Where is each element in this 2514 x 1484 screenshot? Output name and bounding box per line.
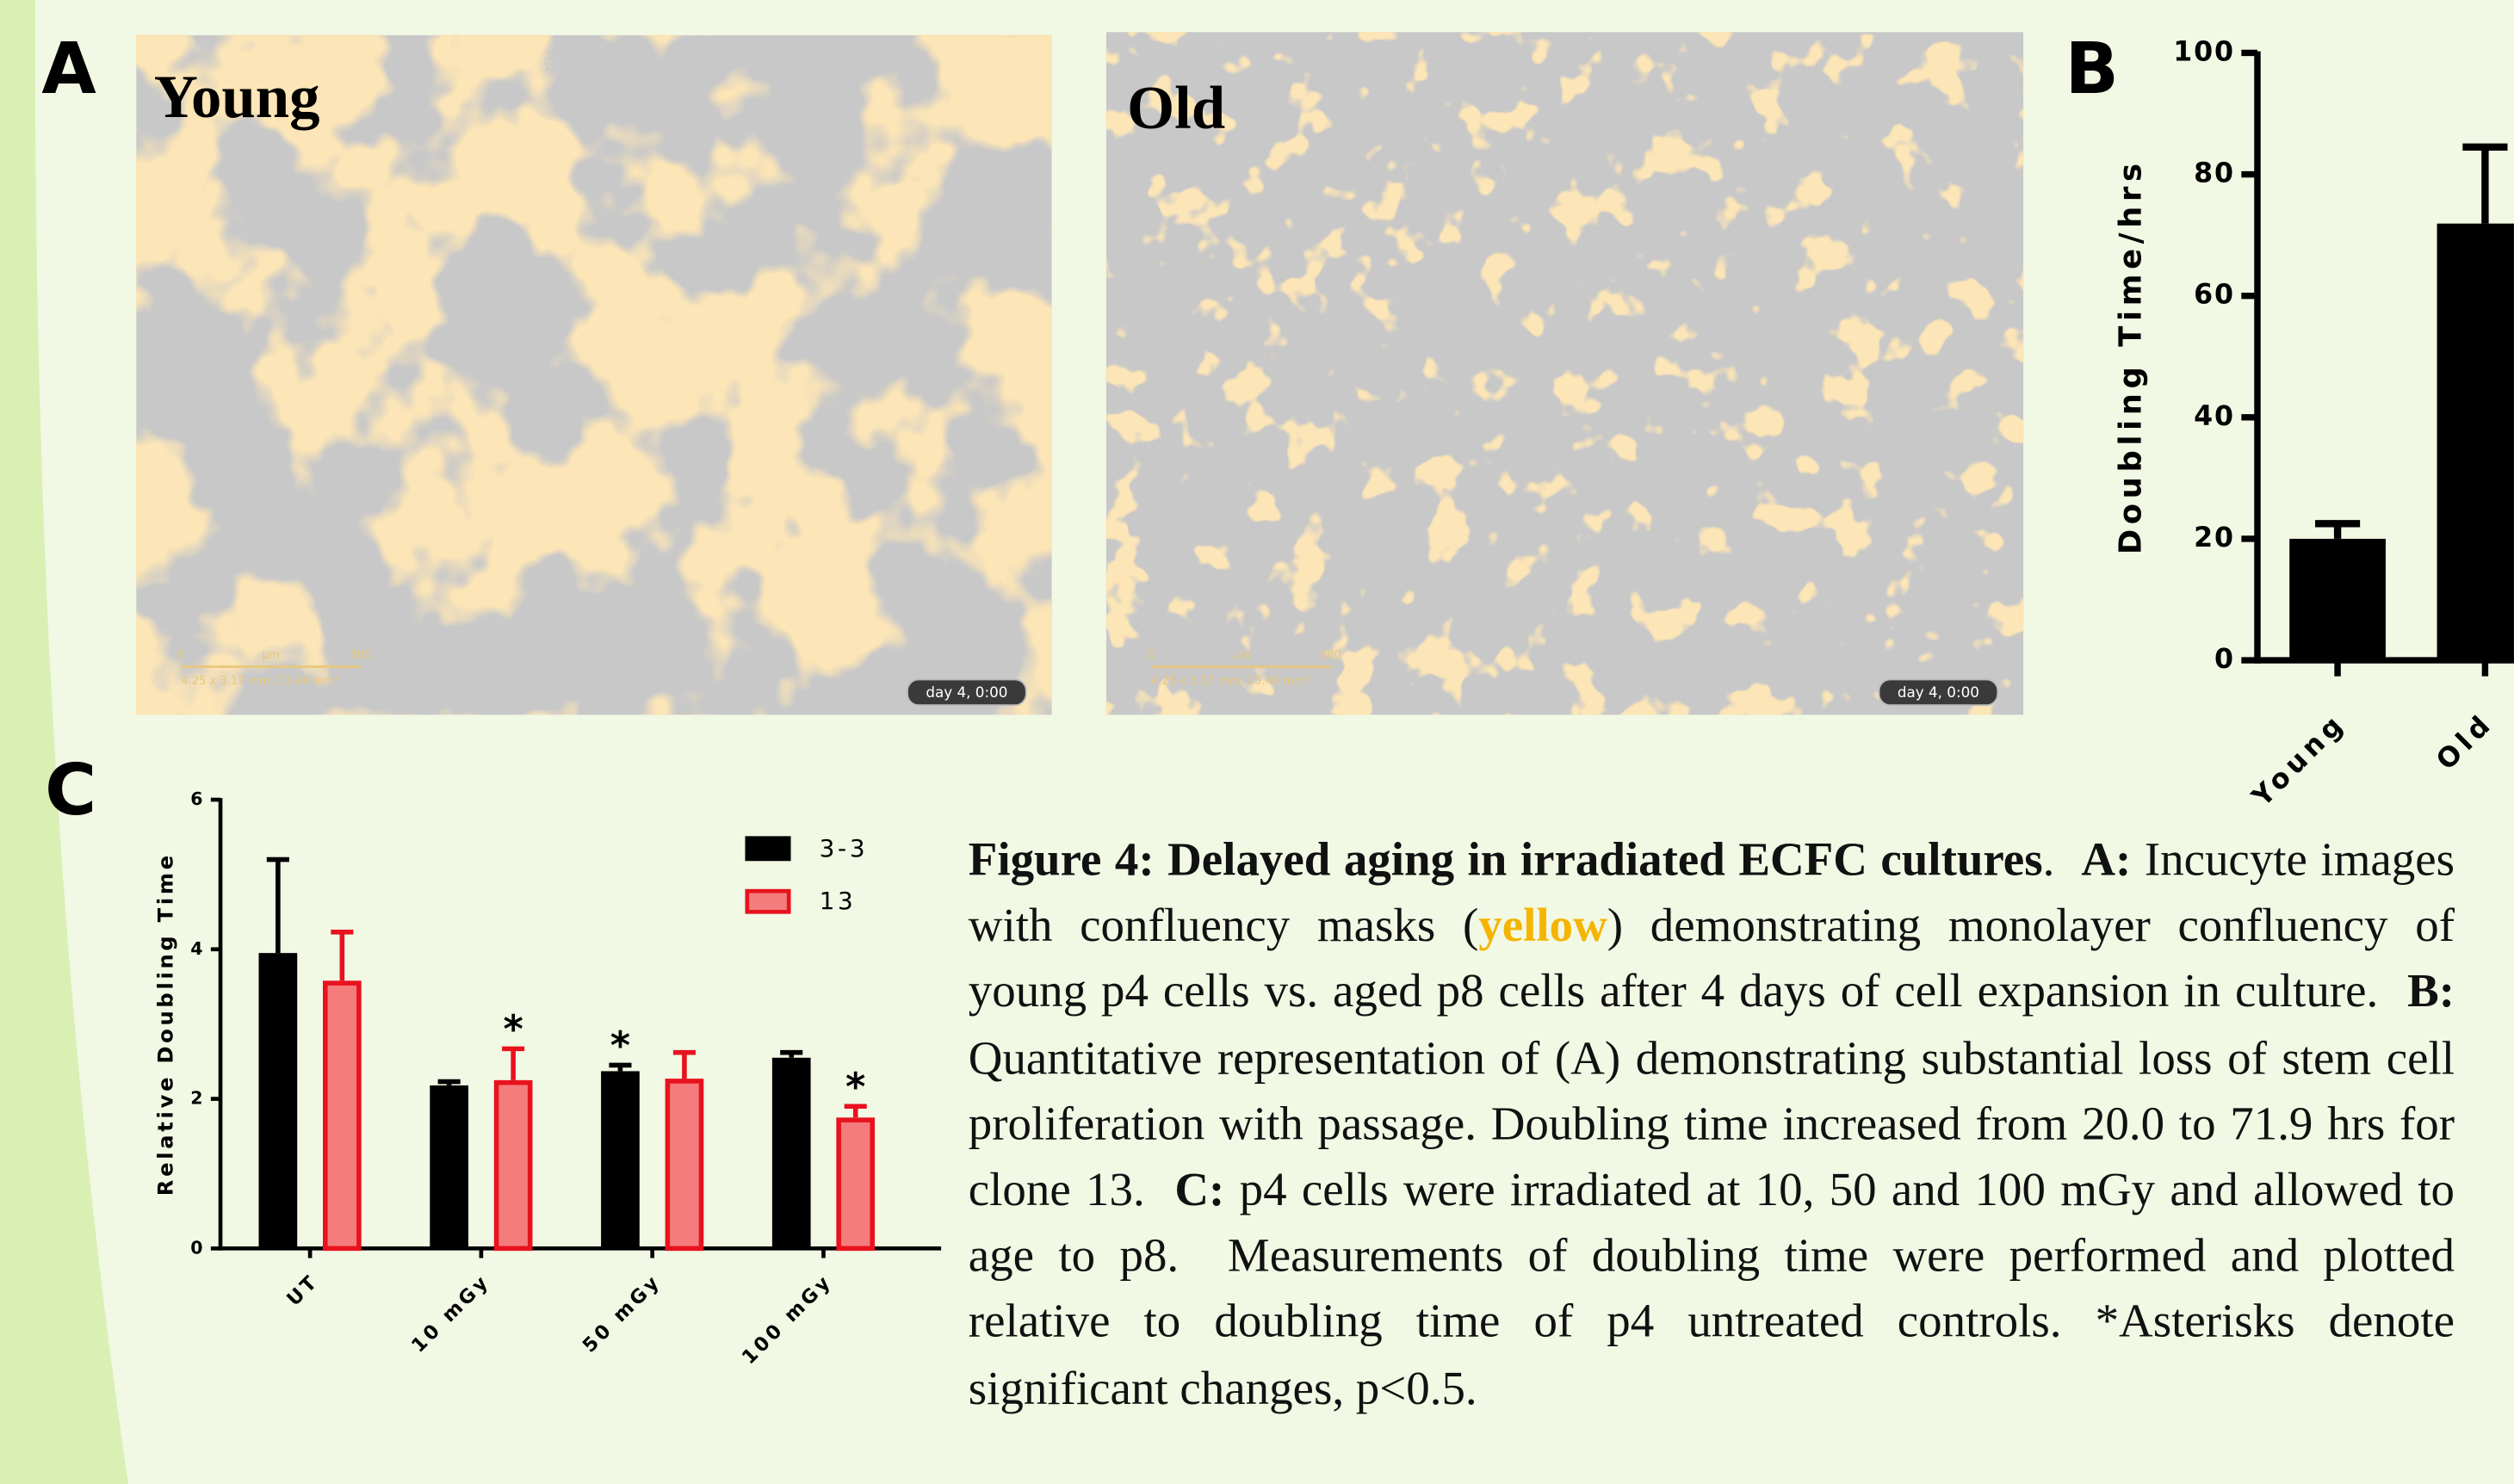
significance-mark: *: [845, 1065, 865, 1110]
caption: Figure 4: Delayed aging in irradiated EC…: [969, 829, 2455, 1423]
panel-label: B: [2065, 28, 2119, 110]
scale-start: 0: [1148, 649, 1155, 662]
scale-end: 800: [350, 649, 372, 662]
bar: [667, 1081, 701, 1248]
y-tick-label: 20: [2194, 522, 2235, 553]
y-tick-label: 4: [190, 938, 204, 959]
scale-unit: µm: [1232, 649, 1250, 662]
caption-run: yellow: [1478, 901, 1607, 953]
y-tick-label: 40: [2194, 401, 2235, 432]
caption-run: .: [2043, 835, 2082, 887]
caption-run: B:: [2407, 967, 2455, 1018]
legend-swatch: [747, 891, 789, 912]
bar: [325, 983, 359, 1248]
legend-label: 13: [820, 887, 857, 915]
bar: [601, 1071, 640, 1248]
bar: [259, 953, 298, 1248]
bar: [839, 1120, 872, 1248]
significance-mark: *: [610, 1023, 630, 1068]
y-tick-label: 100: [2173, 36, 2235, 67]
confluency-mask: [136, 35, 1051, 714]
image-label: Old: [1127, 75, 1225, 142]
y-tick-label: 2: [190, 1088, 204, 1109]
bar: [497, 1083, 530, 1249]
timestamp: day 4, 0:00: [1898, 683, 1979, 701]
y-tick-label: 0: [2214, 644, 2235, 675]
legend-label: 3-3: [820, 834, 869, 863]
confluency-mask: [1106, 32, 2023, 714]
y-tick-label: 80: [2194, 158, 2235, 189]
image-label: Young: [154, 64, 320, 131]
timestamp: day 4, 0:00: [926, 683, 1007, 701]
panel-label: C: [45, 750, 96, 832]
bar: [2437, 224, 2514, 660]
y-axis-label: Relative Doubling Time: [154, 852, 178, 1196]
y-axis-label: Doubling Time/hrs: [2114, 158, 2149, 554]
bar: [772, 1058, 811, 1249]
significance-mark: *: [503, 1007, 523, 1052]
y-tick-label: 60: [2194, 280, 2235, 311]
scale-end: 800: [1320, 649, 1341, 662]
bar: [430, 1085, 468, 1248]
image-size: 4.25 x 3.17 mm, 13.44 mm²: [181, 675, 339, 688]
figure: Young0µm8004.25 x 3.17 mm, 13.44 mm²day …: [0, 0, 2514, 1484]
legend-swatch: [747, 838, 789, 859]
bar: [2289, 539, 2386, 660]
panel-label: A: [41, 28, 96, 110]
scale-unit: µm: [262, 649, 280, 662]
scale-start: 0: [177, 649, 184, 662]
y-tick-label: 0: [190, 1237, 204, 1258]
caption-run: Figure 4: Delayed aging in irradiated EC…: [969, 835, 2043, 887]
caption-run: C:: [1174, 1166, 1224, 1217]
y-tick-label: 6: [190, 788, 204, 809]
page: Young0µm8004.25 x 3.17 mm, 13.44 mm²day …: [0, 0, 2514, 1484]
image-size: 4.25 x 3.17 mm, 13.44 mm²: [1151, 675, 1310, 688]
caption-run: A:: [2081, 835, 2131, 887]
